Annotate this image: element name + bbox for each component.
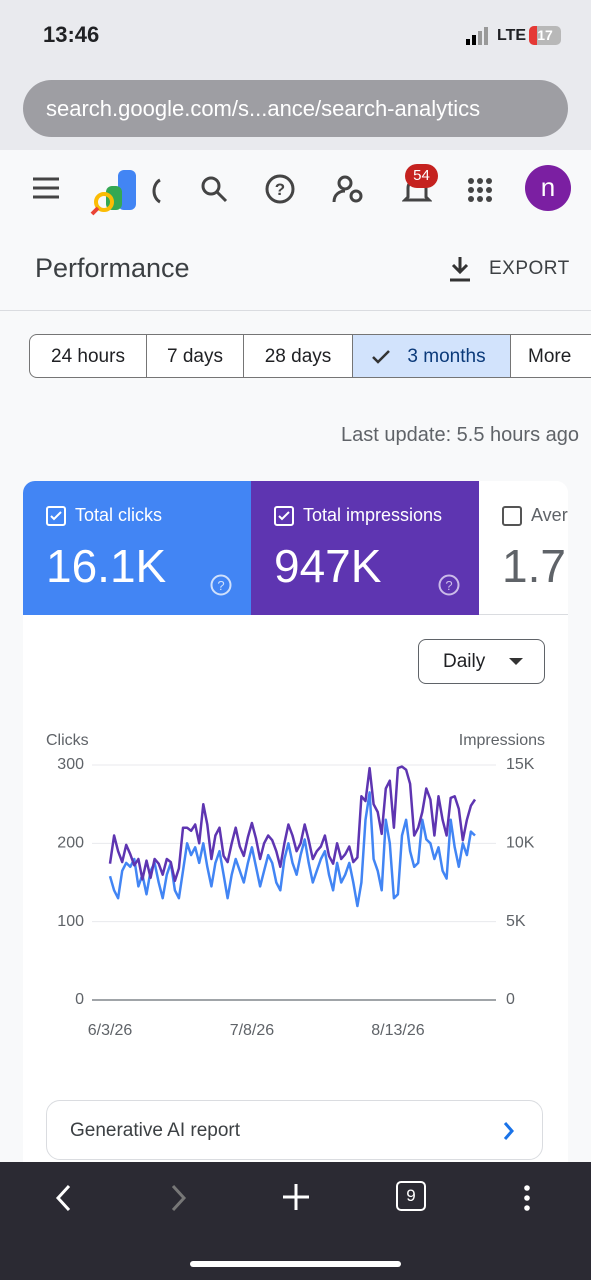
home-indicator <box>190 1261 401 1267</box>
report-label: Generative AI report <box>70 1120 241 1141</box>
dropdown-arrow <box>509 658 523 665</box>
metric-label: Aver <box>531 505 568 525</box>
forward-button[interactable] <box>171 1184 187 1212</box>
y2-tick-label: 10K <box>506 835 535 852</box>
chevron-icon <box>503 1122 514 1140</box>
last-update: Last update: 5.5 hours ago <box>341 424 579 446</box>
filter-label: 3 months <box>407 346 486 367</box>
tabs-button[interactable]: 9 <box>396 1181 426 1211</box>
y-tick-label: 100 <box>57 913 84 930</box>
new-tab-button[interactable] <box>282 1183 310 1211</box>
checkbox[interactable] <box>46 506 66 526</box>
granularity-dropdown[interactable]: Daily <box>418 639 545 684</box>
notification-badge: 54 <box>405 164 438 188</box>
x-tick-label: 8/13/26 <box>371 1022 424 1039</box>
series-line <box>108 791 476 908</box>
performance-card: Total clicks 16.1K ? Total impressions 9… <box>23 481 568 1181</box>
x-tick-label: 7/8/26 <box>230 1022 275 1039</box>
apps-icon[interactable] <box>467 177 493 203</box>
avatar[interactable]: n <box>525 165 571 211</box>
export-icon[interactable] <box>448 255 472 283</box>
battery: 17 <box>529 26 561 45</box>
menu-button[interactable] <box>522 1184 532 1212</box>
url-bar[interactable]: search.google.com/s...ance/search-analyt… <box>23 80 568 137</box>
filter-chip[interactable]: 28 days <box>244 334 353 378</box>
clock: 13:46 <box>43 22 100 47</box>
svg-text:?: ? <box>275 180 285 199</box>
filter-chip[interactable]: 24 hours <box>29 334 147 378</box>
svg-text:?: ? <box>445 578 452 593</box>
export-button[interactable]: EXPORT <box>489 258 570 279</box>
app-header <box>0 150 591 311</box>
search-console-logo <box>90 170 161 216</box>
users-settings-icon[interactable] <box>332 174 366 204</box>
menu-icon[interactable] <box>32 175 60 201</box>
chart: Clicks Impressions 0 100 200 300 0 5K 10K 15K 6/… <box>46 732 545 1039</box>
back-button[interactable] <box>55 1184 71 1212</box>
checkbox[interactable] <box>502 506 522 526</box>
dropdown-label: Daily <box>443 651 486 672</box>
checkbox[interactable] <box>274 506 294 526</box>
metric-value: 16.1K <box>46 540 167 592</box>
metric-card[interactable]: Aver 1.7 <box>479 481 568 615</box>
filter-chip[interactable]: 7 days <box>147 334 244 378</box>
browser-bottom-bar: 9 <box>0 1162 591 1280</box>
filter-chip-selected[interactable]: 3 months <box>353 334 511 378</box>
metric-card[interactable]: Total impressions 947K ? <box>251 481 479 615</box>
y2-axis-title: Impressions <box>459 732 545 749</box>
y-axis-title: Clicks <box>46 732 89 749</box>
y2-tick-label: 15K <box>506 756 535 773</box>
network: LTE <box>497 27 527 44</box>
y2-tick-label: 0 <box>506 991 515 1008</box>
report-link[interactable]: Generative AI report <box>46 1100 543 1160</box>
help-icon[interactable]: ? <box>438 574 460 596</box>
metric-value: 1.7 <box>502 540 566 592</box>
x-tick-label: 6/3/26 <box>88 1022 133 1039</box>
y-tick-label: 200 <box>57 835 84 852</box>
metric-label: Total impressions <box>303 505 443 525</box>
search-icon[interactable] <box>200 175 228 203</box>
metric-label: Total clicks <box>75 505 163 525</box>
y-tick-label: 0 <box>75 991 84 1008</box>
series-line <box>108 765 477 883</box>
metric-card[interactable]: Total clicks 16.1K ? <box>23 481 251 615</box>
y2-tick-label: 5K <box>506 913 526 930</box>
check-icon <box>372 350 390 364</box>
metric-value: 947K <box>274 540 382 592</box>
page-title: Performance <box>35 253 190 283</box>
signal-icon <box>466 27 488 45</box>
help-icon[interactable]: ? <box>210 574 232 596</box>
filter-chip[interactable]: More <box>511 334 591 378</box>
svg-text:?: ? <box>217 578 224 593</box>
battery-level: 17 <box>537 27 553 43</box>
y-tick-label: 300 <box>57 756 84 773</box>
help-icon[interactable]: ? <box>264 173 296 205</box>
